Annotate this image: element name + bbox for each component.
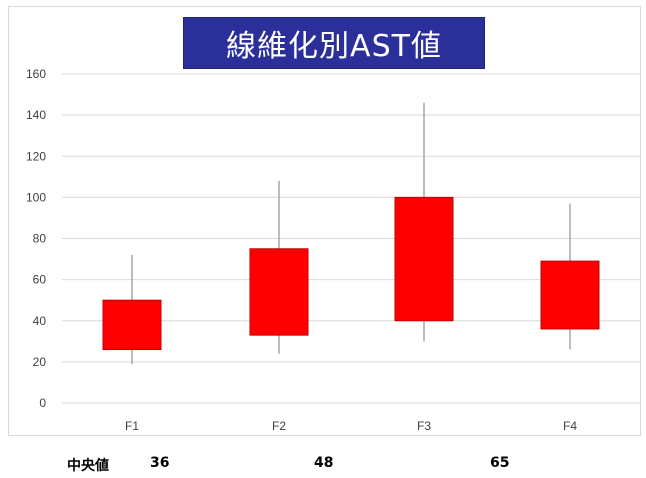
y-tick-label-80: 80: [33, 232, 47, 246]
y-tick-label-140: 140: [26, 108, 46, 122]
median-row: 中央値 36 48 65: [0, 455, 646, 477]
x-axis-ticks: F1 F2 F3 F4: [125, 419, 577, 433]
y-tick-label-60: 60: [33, 273, 47, 287]
y-tick-label-120: 120: [26, 149, 46, 163]
box-F4: [540, 260, 600, 330]
box-F2: [249, 248, 309, 336]
y-axis-ticks: 0 20 40 60 80 100 120 140 160: [26, 67, 46, 410]
y-tick-label-160: 160: [26, 67, 46, 81]
chart-frame: [8, 6, 641, 436]
x-tick-label-F1: F1: [125, 419, 139, 433]
chart-title: 線維化別AST値: [183, 17, 485, 69]
x-tick-label-F3: F3: [417, 419, 431, 433]
y-tick-label-0: 0: [39, 396, 46, 410]
y-tick-label-100: 100: [26, 190, 46, 204]
y-tick-label-40: 40: [33, 314, 47, 328]
median-value-2: 48: [314, 455, 334, 471]
grid-lines: [62, 73, 640, 404]
box-F3: [394, 196, 454, 322]
median-value-3: 65: [490, 455, 510, 471]
x-tick-label-F4: F4: [563, 419, 577, 433]
boxes: [102, 102, 600, 364]
median-label: 中央値: [67, 458, 109, 474]
y-tick-label-20: 20: [33, 355, 47, 369]
box-F1: [102, 299, 162, 351]
x-tick-label-F2: F2: [272, 419, 286, 433]
median-value-1: 36: [150, 455, 170, 471]
